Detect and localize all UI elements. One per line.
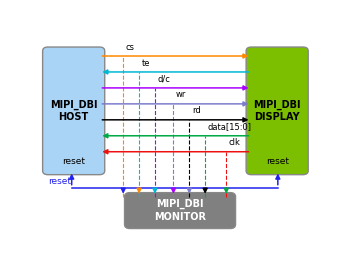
Text: te: te	[142, 59, 150, 68]
Text: reset: reset	[62, 157, 85, 166]
FancyBboxPatch shape	[43, 47, 105, 175]
Text: MIPI_DBI
MONITOR: MIPI_DBI MONITOR	[154, 199, 206, 222]
Text: data[15:0]: data[15:0]	[208, 123, 252, 131]
Text: d/c: d/c	[158, 75, 170, 84]
FancyBboxPatch shape	[124, 193, 236, 228]
Text: reset: reset	[48, 177, 71, 186]
Text: cs: cs	[126, 43, 135, 52]
Text: rd: rd	[192, 106, 201, 116]
Text: MIPI_DBI
HOST: MIPI_DBI HOST	[50, 99, 98, 122]
FancyBboxPatch shape	[246, 47, 308, 175]
Text: clk: clk	[229, 138, 241, 147]
Text: wr: wr	[176, 90, 187, 99]
Text: MIPI_DBI
DISPLAY: MIPI_DBI DISPLAY	[253, 99, 301, 122]
Text: reset: reset	[266, 157, 289, 166]
